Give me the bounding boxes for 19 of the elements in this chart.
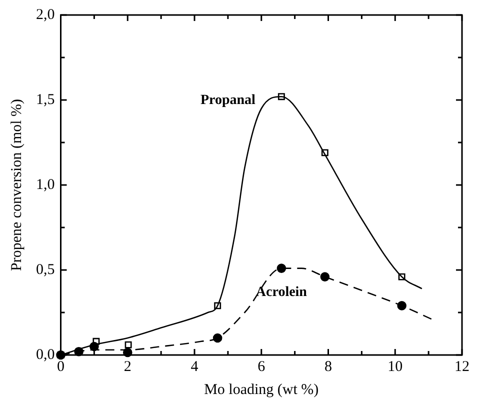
y-tick-label: 0,5 xyxy=(36,262,55,278)
x-tick-label: 0 xyxy=(57,358,64,375)
x-tick-label: 8 xyxy=(324,358,332,375)
series-label: Propanal xyxy=(200,93,256,108)
x-tick-label: 12 xyxy=(454,358,470,375)
y-tick-label: 2,0 xyxy=(36,6,55,23)
y-tick-label: 1,5 xyxy=(36,92,55,108)
y-axis-title: Propene conversion (mol %) xyxy=(8,98,25,272)
point xyxy=(124,341,132,348)
point xyxy=(276,264,286,273)
x-tick-label: 10 xyxy=(388,358,403,375)
point xyxy=(320,272,330,282)
x-tick-label: 4 xyxy=(190,358,199,375)
y-tick-label: 0,0 xyxy=(36,346,55,363)
y-tick-label: 1,0 xyxy=(36,176,55,193)
x-tick-label: 2 xyxy=(124,358,132,375)
x-axis-title: Mo loading (wt %) xyxy=(204,382,319,398)
series-label: Acrolein xyxy=(256,284,308,300)
x-tick-label: 6 xyxy=(258,358,266,375)
